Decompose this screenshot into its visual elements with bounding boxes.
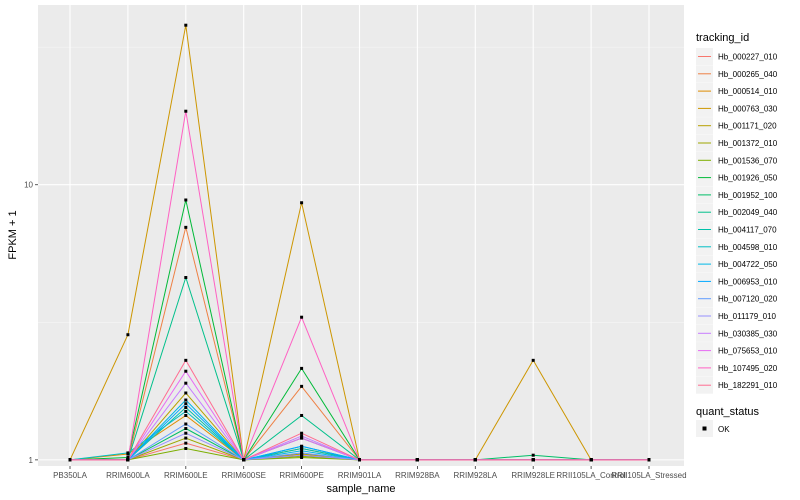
legend-label: Hb_001171_020	[718, 122, 777, 131]
data-point	[358, 458, 361, 462]
x-tick-label: RRII105LA_Stressed	[611, 471, 686, 480]
data-point	[647, 458, 651, 462]
data-point	[184, 436, 188, 440]
data-point	[184, 391, 188, 395]
data-point	[300, 315, 304, 319]
legend-label: Hb_000763_030	[718, 104, 778, 113]
data-point	[300, 366, 304, 370]
legend-label: Hb_006953_010	[718, 277, 778, 286]
legend-label: Hb_030385_030	[718, 329, 778, 338]
data-point	[589, 458, 593, 462]
legend-label: Hb_007120_020	[718, 295, 778, 304]
data-point	[300, 451, 304, 455]
data-point	[184, 276, 188, 280]
legend-label: Hb_000227_010	[718, 53, 778, 62]
data-point	[184, 358, 188, 362]
legend-label: Hb_002049_040	[718, 208, 778, 217]
x-tick-label: RRIM928LA	[454, 471, 498, 480]
data-point	[126, 333, 130, 337]
data-point	[242, 458, 246, 462]
data-point	[184, 431, 188, 435]
legend-label: Hb_075653_010	[718, 347, 778, 356]
data-point	[531, 458, 535, 462]
legend-shape-marker	[702, 426, 707, 431]
x-tick-label: RRIM600LA	[106, 471, 150, 480]
legend-label: Hb_004598_010	[718, 243, 778, 252]
data-point	[184, 369, 188, 373]
data-point	[68, 458, 72, 462]
grid	[38, 5, 684, 466]
x-tick-label: RRIM600PE	[279, 471, 323, 480]
legend-label: Hb_107495_020	[718, 364, 778, 373]
x-axis-title: sample_name	[326, 483, 395, 495]
data-point	[300, 436, 304, 440]
y-tick-label: 10	[24, 181, 33, 190]
data-point	[184, 441, 188, 445]
data-point	[300, 453, 304, 457]
data-point	[300, 449, 304, 453]
data-point	[415, 458, 419, 462]
legend-label: Hb_004117_070	[718, 226, 777, 235]
data-point	[184, 446, 188, 450]
x-tick-label: RRII105LA_Control	[556, 471, 626, 480]
data-point	[184, 198, 188, 202]
data-point	[473, 458, 477, 462]
data-point	[184, 422, 188, 426]
y-tick-label: 1	[29, 456, 34, 465]
data-point	[184, 225, 188, 229]
data-point	[126, 451, 130, 455]
data-point	[531, 358, 535, 362]
data-point	[184, 409, 188, 413]
legend-label: Hb_001926_050	[718, 174, 778, 183]
x-tick-label: RRIM600SE	[221, 471, 265, 480]
data-point	[300, 413, 304, 417]
data-point	[300, 431, 304, 435]
plot-background	[38, 5, 684, 466]
legend-shape-label: OK	[718, 425, 730, 434]
x-tick-label: RRIM928BA	[395, 471, 440, 480]
legend-items: Hb_000227_010 Hb_000265_040 Hb_000514_010 H…	[696, 48, 778, 394]
legend-label: Hb_004722_050	[718, 260, 778, 269]
axes: PB350LA RRIM600LA RRIM600LE RRIM600SE RRIM60…	[24, 181, 686, 480]
legend-label: Hb_000265_040	[718, 70, 778, 79]
y-axis-title: FPKM + 1	[7, 210, 19, 259]
legend-label: Hb_001372_010	[718, 139, 778, 148]
data-point	[126, 456, 130, 460]
x-tick-label: RRIM901LA	[338, 471, 382, 480]
x-tick-label: RRIM600LE	[164, 471, 208, 480]
data-point	[126, 458, 130, 462]
legend-label: Hb_000514_010	[718, 87, 778, 96]
data-points	[68, 23, 651, 462]
legend-label: Hb_182291_010	[718, 381, 778, 390]
legend-shape-title: quant_status	[696, 406, 759, 418]
data-point	[184, 381, 188, 385]
data-point	[184, 406, 188, 410]
legend: tracking_id Hb_000227_010Hb_000265_040Hb…	[696, 32, 778, 437]
legend-label: Hb_001952_100	[718, 191, 778, 200]
data-point	[184, 23, 188, 27]
data-point	[300, 456, 304, 460]
data-point	[300, 434, 304, 438]
data-point	[300, 201, 304, 205]
data-point	[300, 384, 304, 388]
x-tick-label: PB350LA	[53, 471, 87, 480]
data-point	[300, 444, 304, 448]
data-point	[531, 453, 535, 457]
data-point	[184, 109, 188, 113]
legend-title: tracking_id	[696, 32, 749, 44]
legend-label: Hb_001536_070	[718, 156, 778, 165]
data-point	[184, 427, 188, 431]
legend-label: Hb_011179_010	[718, 312, 777, 321]
data-point	[300, 446, 304, 450]
data-point	[184, 398, 188, 402]
data-point	[184, 402, 188, 406]
x-tick-label: RRIM928LE	[511, 471, 555, 480]
data-point	[184, 413, 188, 417]
